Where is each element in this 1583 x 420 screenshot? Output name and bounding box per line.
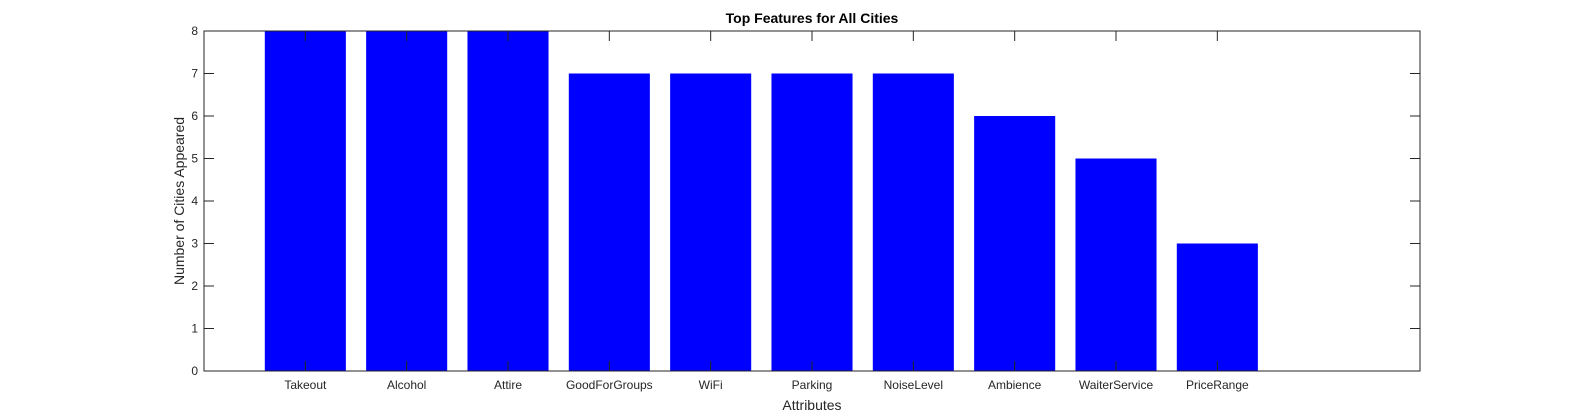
y-tick-label: 2 [191,279,198,293]
x-tick-label: Alcohol [387,378,426,392]
axes-box [203,30,1421,372]
x-tick-label: GoodForGroups [566,378,653,392]
y-axis-label: Number of Cities Appeared [171,117,187,285]
ticks-group: Takeout Alcohol Attire GoodForGroups WiFi Par… [191,24,1420,392]
bar-parking [771,73,853,371]
bar-pricerange [1176,243,1258,371]
x-tick-label: Parking [792,378,833,392]
y-tick-label: 5 [191,152,198,166]
y-tick-label: 1 [191,322,198,336]
y-tick-label: 7 [191,67,198,81]
y-tick-label: 3 [191,237,198,251]
bar-noiselevel [872,73,954,371]
chart-title: Top Features for All Cities [726,10,899,26]
x-tick-label: Ambience [988,378,1042,392]
y-tick-label: 8 [191,24,198,38]
x-axis-label: Attributes [782,397,841,413]
y-tick-label: 0 [191,364,198,378]
y-tick-label: 4 [191,194,198,208]
x-tick-label: WaiterService [1079,378,1154,392]
x-tick-label: Takeout [284,378,327,392]
bar-wifi [670,73,752,371]
bar-alcohol [366,31,448,371]
bar-waiterservice [1075,158,1157,371]
bar-ambience [974,116,1056,371]
x-tick-label: NoiseLevel [884,378,943,392]
x-tick-label: WiFi [699,378,723,392]
bars-group [264,31,1258,371]
bar-attire [467,31,549,371]
x-tick-label: Attire [494,378,522,392]
x-tick-label: PriceRange [1186,378,1249,392]
y-tick-label: 6 [191,109,198,123]
bar-takeout [264,31,346,371]
bar-goodforgroups [568,73,650,371]
